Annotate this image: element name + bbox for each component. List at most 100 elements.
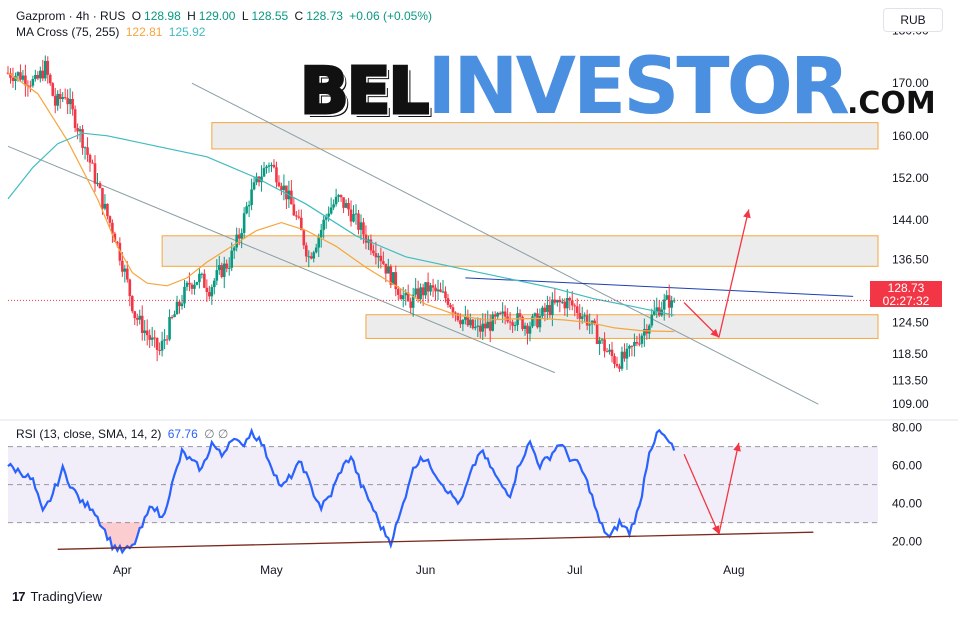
candle-body	[456, 313, 460, 321]
rsi-legend[interactable]: RSI (13, close, SMA, 14, 2) 67.76 ∅ ∅	[16, 427, 231, 441]
candle-body	[76, 128, 79, 132]
candle-body	[533, 313, 537, 317]
candle-body	[431, 285, 435, 288]
candle-body	[670, 300, 673, 308]
candle-body	[282, 185, 286, 191]
candle-body	[277, 182, 281, 187]
candle-body	[493, 314, 497, 317]
candle-body	[349, 209, 353, 222]
candle-body	[302, 230, 306, 246]
ohlc-legend[interactable]: Gazprom · 4h · RUS O 128.98 H 129.00 L 128.…	[16, 9, 435, 23]
candle-body	[488, 321, 492, 331]
candle-body	[379, 255, 383, 262]
candle-body	[200, 273, 204, 275]
candle-body	[155, 338, 159, 350]
candle-body	[424, 282, 427, 296]
candle-body	[421, 287, 425, 296]
tradingview-footer[interactable]: 17 TradingView	[12, 589, 102, 604]
candle-body	[190, 284, 194, 289]
candle-body	[377, 255, 380, 258]
candle-body	[426, 282, 430, 292]
candle-body	[29, 85, 32, 87]
candle-body	[11, 77, 15, 82]
candle-body	[491, 314, 495, 331]
candle-body	[357, 213, 360, 230]
candle-body	[630, 345, 634, 347]
ma-title[interactable]: MA Cross (75, 255)	[16, 25, 120, 39]
candle-body	[235, 234, 238, 248]
candle-body	[384, 263, 388, 274]
candle-body	[265, 166, 268, 169]
candle-body	[210, 287, 214, 297]
candle-body	[220, 265, 224, 277]
tradingview-logo-icon: 17	[12, 589, 26, 604]
candle-body	[63, 97, 67, 99]
candle-body	[409, 301, 412, 308]
candle-body	[538, 316, 542, 328]
candle-body	[170, 317, 174, 319]
candle-body	[143, 330, 147, 333]
ma-legend[interactable]: MA Cross (75, 255) 122.81 125.92	[16, 25, 208, 39]
candle-body	[667, 295, 671, 308]
candle-body	[339, 195, 343, 198]
candle-body	[382, 261, 385, 264]
symbol-title[interactable]: Gazprom · 4h · RUS	[16, 9, 126, 23]
candle-body	[391, 272, 395, 285]
candle-body	[354, 213, 358, 215]
candle-body	[101, 188, 104, 209]
candle-body	[464, 316, 467, 320]
candle-body	[111, 222, 114, 234]
candle-body	[252, 182, 256, 190]
tradingview-brand[interactable]: TradingView	[30, 589, 103, 604]
candle-body	[322, 219, 325, 230]
watermark-investor: INVESTOR	[427, 42, 850, 132]
candle-body	[262, 168, 266, 177]
rsi-arrow-2	[718, 442, 740, 535]
candle-body	[643, 328, 646, 336]
currency-selector[interactable]: RUB	[883, 8, 943, 32]
candle-body	[96, 183, 99, 185]
candle-body	[481, 323, 485, 332]
candle-body	[583, 315, 586, 317]
candle-body	[451, 307, 455, 313]
watermark-logo: BELINVESTOR.COM	[298, 42, 935, 132]
rsi-arrow-1-head	[712, 525, 720, 535]
candle-body	[471, 319, 475, 329]
candle-body	[91, 162, 94, 164]
candle-body	[461, 319, 465, 325]
candle-body	[578, 312, 582, 319]
candle-body	[225, 263, 229, 269]
candle-body	[436, 289, 440, 292]
candle-body	[88, 154, 92, 163]
candle-body	[121, 260, 124, 272]
candle-body	[163, 339, 166, 341]
candle-body	[128, 279, 132, 297]
candle-body	[173, 314, 176, 318]
trendline-resistance	[465, 277, 854, 297]
candle-body	[469, 319, 472, 326]
candle-body	[605, 351, 609, 353]
candle-body	[387, 266, 390, 274]
candle-body	[399, 294, 403, 300]
candle-body	[300, 217, 303, 231]
candle-body	[498, 312, 502, 314]
candle-body	[364, 234, 368, 243]
candle-body	[58, 93, 62, 100]
candle-body	[34, 74, 37, 79]
candle-body	[620, 351, 624, 369]
candle-body	[466, 316, 470, 326]
candle-body	[610, 349, 614, 357]
candle-body	[608, 349, 611, 352]
rsi-title[interactable]: RSI (13, close, SMA, 14, 2)	[16, 427, 162, 441]
candle-body	[153, 337, 156, 339]
candle-body	[240, 232, 243, 239]
candle-body	[362, 222, 365, 235]
candle-body	[513, 325, 517, 327]
candle-body	[168, 317, 171, 340]
candle-body	[563, 301, 567, 309]
candle-body	[215, 270, 219, 281]
rsi-tick-label: 60.00	[892, 459, 922, 473]
candle-body	[568, 298, 572, 301]
candle-body	[543, 307, 547, 312]
